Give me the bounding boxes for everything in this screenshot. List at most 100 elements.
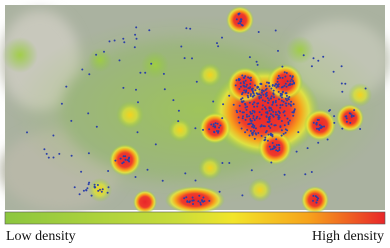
event-point (294, 108, 296, 110)
event-point (269, 85, 271, 87)
event-point (248, 115, 250, 117)
event-point (317, 60, 319, 62)
event-point (312, 195, 314, 197)
event-point (272, 114, 274, 116)
event-point (278, 115, 280, 117)
event-point (180, 46, 182, 48)
event-point (279, 125, 281, 127)
event-point (365, 88, 367, 90)
event-point (285, 92, 287, 94)
event-point (252, 96, 254, 98)
event-point (270, 162, 272, 164)
event-point (272, 85, 274, 87)
event-point (304, 173, 306, 175)
event-point (283, 111, 285, 113)
event-point (213, 131, 215, 133)
event-point (184, 172, 186, 174)
event-point (327, 139, 329, 141)
event-point (268, 125, 270, 127)
event-point (135, 89, 137, 91)
event-point (245, 119, 247, 121)
event-point (260, 83, 262, 85)
event-point (172, 99, 174, 101)
event-point (260, 126, 262, 128)
event-point (346, 117, 348, 119)
event-point (263, 90, 265, 92)
event-point (102, 188, 104, 190)
event-point (123, 161, 125, 163)
event-point (242, 25, 244, 27)
event-point (341, 65, 343, 67)
event-point (333, 71, 335, 73)
event-point (136, 38, 138, 40)
event-point (255, 127, 257, 129)
event-point (277, 78, 279, 80)
event-point (43, 148, 45, 150)
event-point (344, 83, 346, 85)
event-point (282, 91, 284, 93)
event-point (273, 90, 275, 92)
event-point (267, 121, 269, 123)
event-point (293, 103, 295, 105)
event-point (359, 128, 361, 130)
event-point (349, 122, 351, 124)
event-point (270, 134, 272, 136)
event-point (269, 120, 271, 122)
event-point (137, 101, 139, 103)
event-point (270, 113, 272, 115)
event-point (238, 13, 240, 15)
event-point (284, 115, 286, 117)
event-point (253, 130, 255, 132)
event-point (251, 89, 253, 91)
event-point (253, 101, 255, 103)
event-point (262, 99, 264, 101)
event-point (316, 124, 318, 126)
event-point (191, 200, 193, 202)
event-point (246, 129, 248, 131)
event-point (236, 18, 238, 20)
event-point (322, 56, 324, 58)
event-point (333, 122, 335, 124)
event-point (128, 157, 130, 159)
event-point (341, 128, 343, 130)
event-point (261, 135, 263, 137)
event-point (258, 88, 260, 90)
event-point (26, 131, 28, 133)
event-point (236, 79, 238, 81)
event-point (284, 71, 286, 73)
event-point (262, 94, 264, 96)
event-point (189, 200, 191, 202)
event-point (284, 124, 286, 126)
event-point (114, 160, 116, 162)
event-point (242, 115, 244, 117)
event-point (240, 82, 242, 84)
event-point (97, 184, 99, 186)
event-point (353, 109, 355, 111)
event-point (96, 126, 98, 128)
event-point (241, 75, 243, 77)
event-point (247, 123, 249, 125)
event-point (74, 186, 76, 188)
event-point (329, 109, 331, 111)
event-point (48, 157, 50, 159)
event-point (137, 131, 139, 133)
event-point (281, 120, 283, 122)
event-point (262, 104, 264, 106)
event-point (250, 95, 252, 97)
event-point (52, 135, 54, 137)
event-point (239, 79, 241, 81)
event-point (259, 111, 261, 113)
event-point (261, 90, 263, 92)
event-point (288, 84, 290, 86)
event-point (317, 142, 319, 144)
event-point (245, 80, 247, 82)
event-point (291, 83, 293, 85)
event-point (219, 191, 221, 193)
event-point (288, 123, 290, 125)
event-point (268, 117, 270, 119)
event-point (88, 182, 90, 184)
event-point (333, 115, 335, 117)
event-point (287, 118, 289, 120)
event-point (255, 134, 257, 136)
event-point (192, 197, 194, 199)
